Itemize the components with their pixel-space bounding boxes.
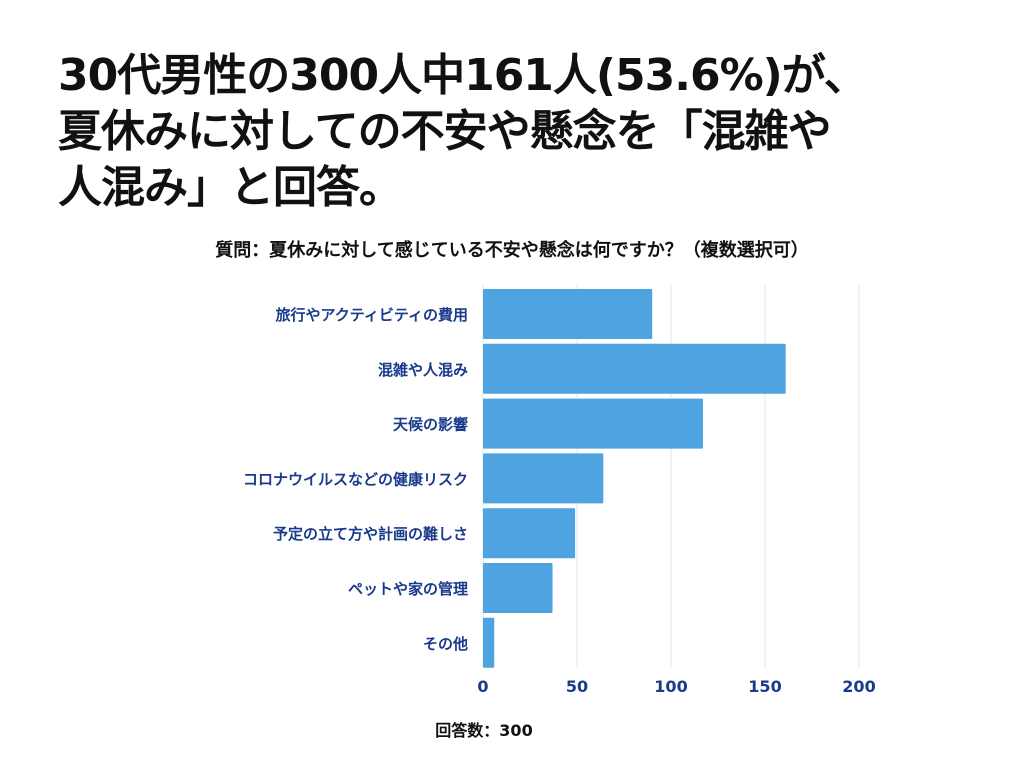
x-tick-label: 200: [842, 677, 875, 696]
category-label: ペットや家の管理: [348, 580, 468, 598]
category-label: 天候の影響: [393, 416, 468, 434]
headline-line-1: 30代男性の300人中161人(53.6%)が、: [58, 50, 868, 101]
bar-layer: [483, 289, 786, 668]
x-tick-label: 100: [654, 677, 687, 696]
category-label-layer: 旅行やアクティビティの費用混雑や人混み天候の影響コロナウイルスなどの健康リスク予…: [243, 306, 468, 653]
bar: [483, 289, 653, 339]
bar: [483, 343, 786, 394]
x-tick-label: 50: [566, 677, 588, 696]
bar: [483, 617, 495, 668]
bar: [483, 398, 703, 449]
bar: [483, 563, 553, 613]
category-label: コロナウイルスなどの健康リスク: [243, 470, 468, 488]
headline: 30代男性の300人中161人(53.6%)が、 夏休みに対しての不安や懸念を「…: [58, 48, 998, 216]
question-text: 質問：夏休みに対して感じている不安や懸念は何ですか？（複数選択可）: [215, 240, 809, 261]
bar: [483, 508, 576, 559]
category-label: 旅行やアクティビティの費用: [276, 306, 468, 324]
x-tick-label: 0: [477, 677, 488, 696]
x-tick-layer: 0 50 100 150 200: [477, 677, 875, 696]
x-tick-label: 150: [748, 677, 781, 696]
headline-line-2: 夏休みに対しての不安や懸念を「混雑や: [58, 106, 832, 157]
category-label: その他: [423, 635, 468, 653]
category-label: 混雑や人混み: [378, 361, 468, 379]
response-count: 回答数：300: [435, 721, 533, 740]
bar: [483, 453, 604, 504]
headline-line-3: 人混み」と回答。: [58, 162, 403, 213]
category-label: 予定の立て方や計画の難しさ: [273, 525, 468, 543]
